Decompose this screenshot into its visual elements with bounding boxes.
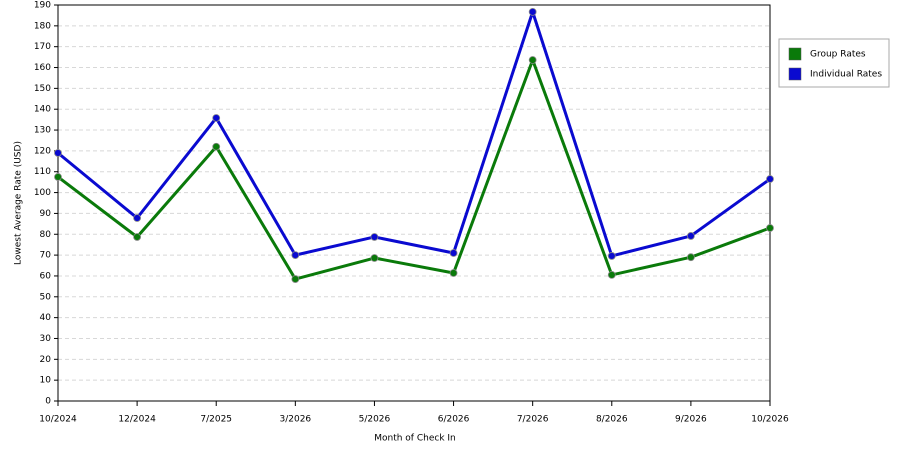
x-tick-label: 12/2024 (118, 415, 156, 425)
series-line (57, 10, 771, 258)
data-point (291, 275, 300, 283)
plot-frame (57, 4, 771, 402)
x-tick-label: 9/2026 (675, 415, 707, 425)
data-point (370, 254, 379, 262)
data-point (528, 7, 537, 16)
data-point (528, 56, 537, 64)
x-tick-label: 7/2026 (517, 415, 549, 425)
data-point (212, 114, 221, 122)
y-tick-label: 100 (34, 188, 51, 198)
data-point (449, 269, 458, 277)
data-point (766, 224, 774, 232)
y-tick-label: 80 (40, 230, 52, 240)
data-point (370, 233, 379, 241)
legend-label: Individual Rates (810, 70, 882, 80)
x-tick-label: 10/2026 (751, 415, 789, 425)
y-tick-label: 180 (34, 21, 51, 31)
data-point (766, 175, 774, 183)
x-tick-label: 6/2026 (438, 415, 470, 425)
y-tick-label: 60 (40, 271, 52, 281)
y-tick-label: 50 (40, 292, 52, 302)
y-tick-label: 160 (34, 63, 51, 73)
y-tick-label: 10 (40, 376, 52, 386)
y-tick-label: 190 (34, 1, 51, 11)
data-point (133, 214, 142, 222)
y-tick-label: 120 (34, 146, 51, 156)
y-tick-label: 70 (40, 251, 52, 261)
x-tick-label: 7/2025 (200, 415, 232, 425)
x-tick-label: 5/2026 (359, 415, 391, 425)
legend-label: Group Rates (810, 50, 866, 60)
y-tick-label: 30 (40, 334, 52, 344)
y-tick-label: 20 (40, 355, 52, 365)
data-point (212, 142, 221, 151)
data-point (607, 271, 616, 279)
y-axis-label: Lowest Average Rate (USD) (14, 141, 24, 265)
y-tick-label: 150 (34, 84, 51, 94)
data-point (686, 232, 695, 240)
y-tick-label: 130 (34, 126, 51, 136)
y-tick-label: 110 (34, 167, 51, 177)
y-tick-label: 140 (34, 105, 51, 115)
data-point (449, 249, 458, 257)
y-tick-label: 40 (40, 313, 52, 323)
data-point (54, 149, 62, 157)
series-line (57, 58, 771, 281)
y-tick-label: 0 (45, 397, 51, 407)
x-tick-label: 8/2026 (596, 415, 628, 425)
data-point (686, 253, 695, 262)
legend-swatch (788, 67, 802, 81)
data-point (133, 233, 142, 241)
y-tick-label: 90 (40, 209, 52, 219)
data-point (607, 252, 616, 260)
data-point (54, 173, 62, 181)
legend-swatch (788, 47, 802, 61)
x-tick-label: 3/2026 (279, 415, 311, 425)
x-tick-label: 10/2024 (39, 415, 77, 425)
data-point (291, 251, 300, 260)
y-tick-label: 170 (34, 42, 51, 52)
x-axis-label: Month of Check In (374, 434, 456, 444)
